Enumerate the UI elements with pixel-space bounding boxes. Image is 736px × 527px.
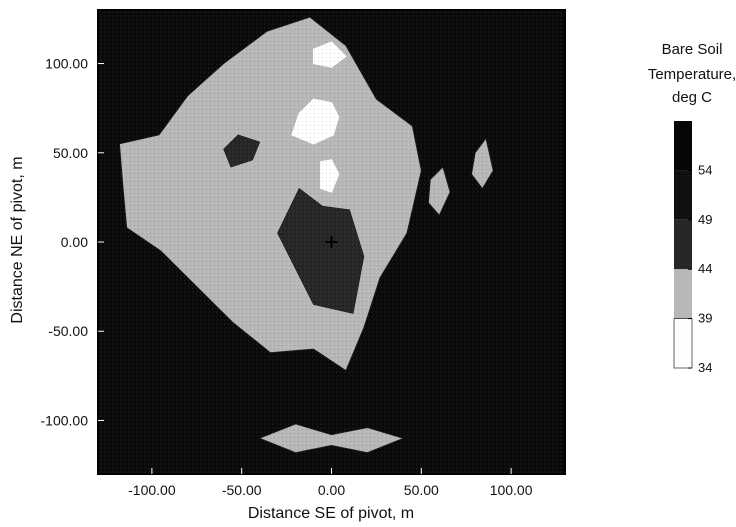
legend-label-2: 49 bbox=[698, 212, 712, 227]
legend: Bare Soil Temperature, deg C 54 49 44 39 34 bbox=[648, 41, 736, 375]
x-tick-label-4: 50.00 bbox=[404, 482, 439, 498]
y-axis-label: Distance NE of pivot, m bbox=[9, 156, 26, 323]
legend-texture bbox=[674, 121, 692, 368]
y-tick-label-5: -100.00 bbox=[41, 412, 89, 428]
y-tick-label-3: 0.00 bbox=[61, 234, 88, 250]
y-tick-label-4: -50.00 bbox=[48, 323, 88, 339]
x-tick-label-1: -100.00 bbox=[128, 482, 176, 498]
legend-title-line-2: Temperature, bbox=[648, 66, 736, 83]
legend-label-4: 39 bbox=[698, 311, 712, 326]
y-tick-label-1: 100.00 bbox=[45, 56, 88, 72]
legend-label-3: 44 bbox=[698, 261, 712, 276]
plot-area bbox=[97, 9, 566, 475]
x-tick-label-5: 100.00 bbox=[490, 482, 533, 498]
x-tick-label-2: -50.00 bbox=[222, 482, 262, 498]
x-axis: -100.00 -50.00 0.00 50.00 100.00 bbox=[128, 468, 533, 498]
x-tick-label-3: 0.00 bbox=[318, 482, 345, 498]
legend-label-1: 54 bbox=[698, 162, 712, 177]
y-axis: 100.00 50.00 0.00 -50.00 -100.00 bbox=[41, 56, 104, 428]
legend-label-5: 34 bbox=[698, 360, 712, 375]
legend-title-line-3: deg C bbox=[672, 89, 712, 106]
y-tick-label-2: 50.00 bbox=[53, 145, 88, 161]
x-axis-label: Distance SE of pivot, m bbox=[248, 505, 414, 522]
legend-title-line-1: Bare Soil bbox=[662, 41, 723, 58]
